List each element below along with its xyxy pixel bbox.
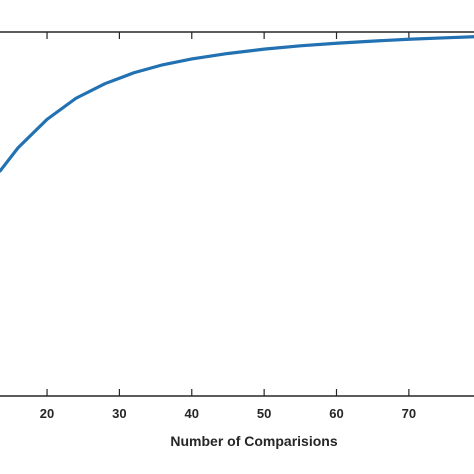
axes (0, 31, 474, 397)
x-tick-label-40: 40 (185, 406, 199, 421)
x-tick-label-20: 20 (40, 406, 54, 421)
x-ticks: 20 30 40 50 60 70 (40, 32, 416, 421)
x-tick-label-60: 60 (329, 406, 343, 421)
series-line-1 (0, 35, 474, 173)
x-tick-label-50: 50 (257, 406, 271, 421)
x-tick-label-30: 30 (112, 406, 126, 421)
x-axis-title: Number of Comparisions (170, 433, 337, 449)
series-group (0, 35, 474, 173)
x-tick-label-70: 70 (402, 406, 416, 421)
